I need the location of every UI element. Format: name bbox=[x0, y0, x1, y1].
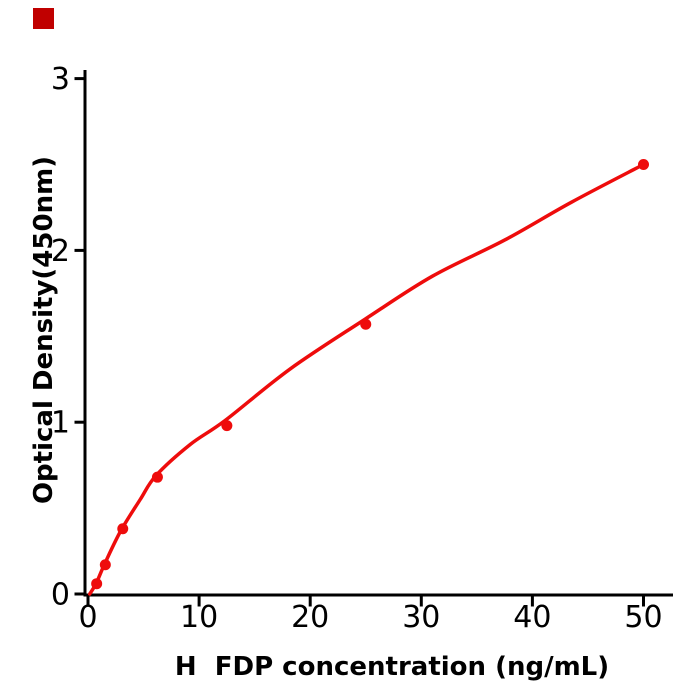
x-tick-label: 40 bbox=[513, 600, 551, 635]
data-point bbox=[99, 559, 111, 571]
x-axis-title: H FDP concentration (ng/mL) bbox=[174, 652, 610, 682]
data-point bbox=[638, 159, 649, 170]
data-point bbox=[360, 318, 372, 330]
y-tick-label: 1 bbox=[51, 406, 70, 441]
data-point bbox=[151, 471, 163, 483]
x-tick-label: 20 bbox=[291, 600, 329, 635]
data-point bbox=[221, 420, 233, 432]
y-axis-title: Optical Density(450nm) bbox=[29, 155, 59, 505]
y-tick-label: 2 bbox=[51, 234, 70, 269]
brand-mark-square bbox=[33, 8, 54, 29]
data-point bbox=[91, 578, 103, 590]
x-tick-label: 10 bbox=[180, 600, 218, 635]
x-tick-label: 0 bbox=[78, 600, 97, 635]
x-tick-label: 50 bbox=[624, 600, 662, 635]
data-point bbox=[117, 523, 129, 535]
y-tick-label: 0 bbox=[51, 578, 70, 613]
fitted-curve bbox=[87, 162, 646, 596]
y-tick-label: 3 bbox=[51, 62, 70, 97]
x-tick-label: 30 bbox=[402, 600, 440, 635]
